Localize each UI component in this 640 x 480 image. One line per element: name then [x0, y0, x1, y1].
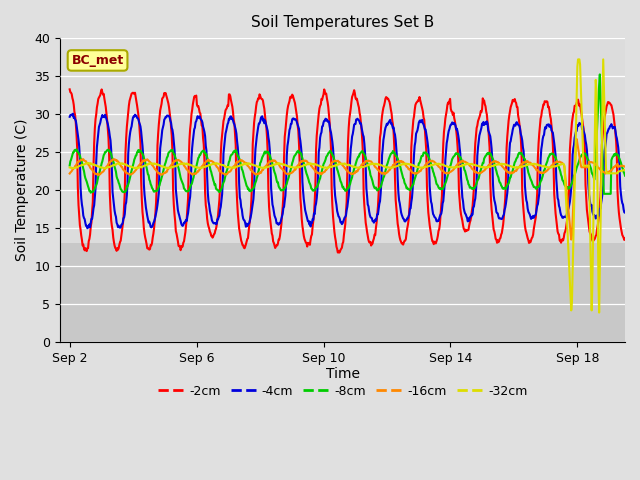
Text: BC_met: BC_met	[72, 54, 124, 67]
Bar	[60, 243, 625, 342]
Bar	[60, 38, 625, 243]
Legend: -2cm, -4cm, -8cm, -16cm, -32cm: -2cm, -4cm, -8cm, -16cm, -32cm	[153, 380, 532, 403]
X-axis label: Time: Time	[326, 367, 360, 382]
Title: Soil Temperatures Set B: Soil Temperatures Set B	[251, 15, 434, 30]
Y-axis label: Soil Temperature (C): Soil Temperature (C)	[15, 119, 29, 261]
